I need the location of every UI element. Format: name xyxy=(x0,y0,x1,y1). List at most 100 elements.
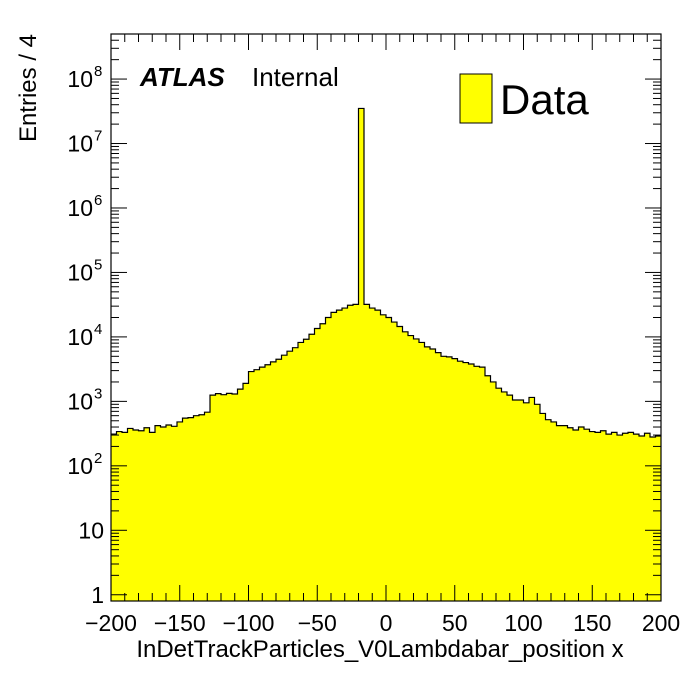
histogram-bar xyxy=(628,432,634,601)
histogram-bar xyxy=(446,356,453,601)
histogram-bar xyxy=(204,412,211,601)
histogram-bar xyxy=(512,400,519,601)
histogram-bar xyxy=(138,430,145,601)
histogram-bar xyxy=(633,434,640,601)
histogram-bar xyxy=(358,108,365,601)
histogram-bar xyxy=(331,312,337,601)
histogram-bar xyxy=(408,335,414,601)
histogram-bar xyxy=(578,427,585,601)
y-axis-title: Entries / 4 xyxy=(15,34,42,142)
histogram-bar xyxy=(144,427,150,601)
histogram-bar xyxy=(210,395,216,601)
histogram-bar xyxy=(529,397,535,601)
y-tick-label-exponent: 6 xyxy=(94,192,102,209)
histogram-bar xyxy=(435,352,442,601)
histogram-bar xyxy=(474,366,480,601)
histogram-bar xyxy=(556,425,563,601)
histogram-bar xyxy=(463,362,469,601)
y-tick-label: 10 xyxy=(67,453,93,479)
histogram-bar xyxy=(309,334,315,601)
histogram-bar xyxy=(287,351,293,601)
histogram-bar xyxy=(611,432,618,601)
histogram-bar xyxy=(336,310,343,601)
histogram-bar xyxy=(155,425,161,601)
histogram-bar xyxy=(650,437,656,601)
histogram-bar xyxy=(342,308,348,601)
histogram-bar xyxy=(386,317,392,601)
histogram-bar xyxy=(452,358,458,601)
histogram-bar xyxy=(199,414,205,601)
histogram-bar xyxy=(281,355,288,601)
axis-ticks xyxy=(110,33,662,601)
x-tick-label: −100 xyxy=(223,610,275,636)
histogram-bar xyxy=(149,432,156,601)
histogram-bar xyxy=(215,393,222,601)
histogram-bar xyxy=(534,404,541,601)
histogram-bar xyxy=(606,434,612,601)
histogram-bars xyxy=(111,107,662,601)
histogram-bar xyxy=(298,342,304,601)
histogram-bar xyxy=(226,393,233,601)
histogram-bar xyxy=(441,356,447,601)
histogram-bar xyxy=(320,323,326,601)
histogram-bar xyxy=(122,432,128,601)
histogram-bar xyxy=(133,429,139,601)
internal-label: Internal xyxy=(252,62,339,92)
histogram-bar xyxy=(584,429,590,601)
histogram-bar xyxy=(347,305,354,601)
y-tick-label: 10 xyxy=(67,324,93,350)
histogram-bar xyxy=(485,375,491,601)
x-tick-labels: −200 −150 −100 −50 0 50 100 150 200 xyxy=(85,610,680,636)
histogram-bar xyxy=(325,317,332,601)
histogram-bar xyxy=(243,383,249,601)
histogram-bar xyxy=(595,432,601,601)
histogram-bar xyxy=(380,314,387,601)
histogram-bar xyxy=(468,363,475,601)
x-tick-label: 150 xyxy=(573,610,611,636)
histogram-bar xyxy=(501,391,508,601)
histogram-bar xyxy=(270,361,277,601)
y-tick-label-exponent: 2 xyxy=(94,450,102,467)
histogram-bar xyxy=(391,322,398,601)
x-axis-title: InDetTrackParticles_V0Lambdabar_position… xyxy=(136,636,623,663)
histogram-bar xyxy=(303,339,310,601)
y-tick-label-exponent: 4 xyxy=(94,321,102,338)
histogram-bar xyxy=(166,424,172,601)
histogram-bar xyxy=(545,419,552,601)
legend-swatch xyxy=(459,73,493,124)
histogram-bar xyxy=(496,388,502,601)
histogram-bar xyxy=(507,395,513,601)
histogram-bar xyxy=(562,425,568,601)
histogram-bar xyxy=(276,359,282,601)
histogram-bar xyxy=(111,434,117,601)
histogram-bar xyxy=(430,348,436,601)
histogram-bar xyxy=(193,415,200,601)
histogram-bar xyxy=(419,342,425,601)
histogram-bar xyxy=(248,371,255,601)
histogram-bar xyxy=(116,431,123,601)
histogram-bar xyxy=(490,381,497,601)
histogram-bar xyxy=(237,389,244,601)
histogram-bar xyxy=(523,402,530,601)
histogram-bar xyxy=(397,326,403,601)
y-tick-label-exponent: 3 xyxy=(94,385,102,402)
histogram-bar xyxy=(369,308,376,601)
x-tick-label: 200 xyxy=(642,610,680,636)
y-tick-label: 10 xyxy=(67,195,93,221)
histogram-bar xyxy=(314,328,321,601)
histogram-bar xyxy=(413,338,420,601)
histogram-bar xyxy=(182,418,189,601)
histogram-bar xyxy=(644,433,651,601)
histogram-bar xyxy=(353,304,359,601)
histogram-bar xyxy=(232,394,238,601)
histogram-bar xyxy=(617,435,623,601)
histogram-outline xyxy=(111,107,661,438)
histogram-bar xyxy=(402,331,409,601)
histogram-bar xyxy=(265,364,271,601)
histogram-bar xyxy=(573,429,579,601)
histogram-bar xyxy=(551,421,557,601)
x-tick-label: 100 xyxy=(504,610,542,636)
x-tick-label: −50 xyxy=(298,610,337,636)
